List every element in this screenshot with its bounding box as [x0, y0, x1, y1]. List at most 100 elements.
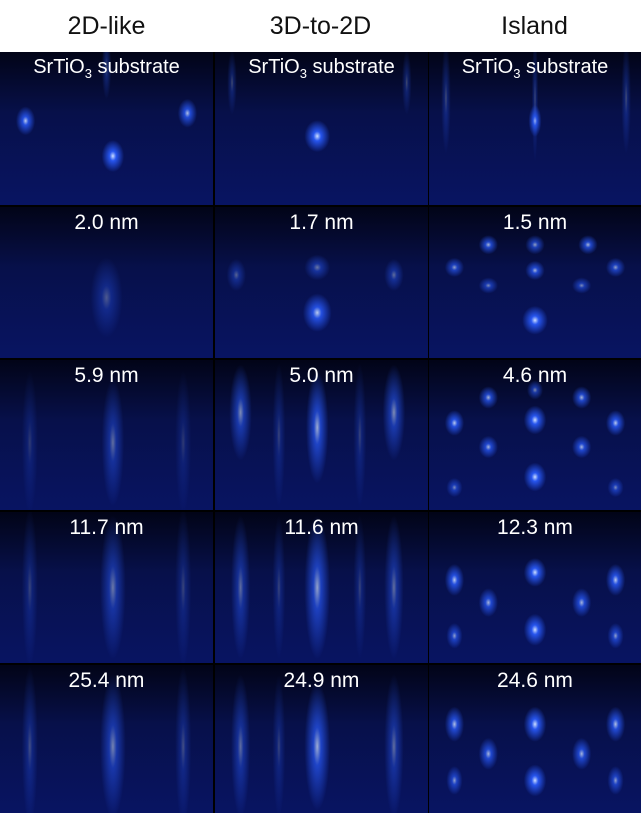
thickness-label: 1.7 nm	[289, 211, 354, 234]
diffraction-spot	[572, 435, 592, 459]
diffraction-spot	[605, 257, 626, 277]
diffraction-pattern	[215, 360, 428, 510]
diffraction-spot	[605, 410, 626, 436]
diffraction-spot	[175, 512, 192, 663]
diffraction-spot	[101, 52, 112, 100]
diffraction-spot	[21, 512, 38, 663]
diffraction-spot	[525, 235, 545, 255]
diffraction-spot	[353, 515, 367, 660]
diffraction-spot	[444, 563, 465, 596]
thickness-label: 5.9 nm	[74, 364, 139, 387]
thickness-label: 11.6 nm	[284, 516, 359, 539]
column-header: 2D-like 3D-to-2D Island	[0, 0, 641, 52]
diffraction-spot	[304, 120, 331, 153]
diffraction-spot	[523, 706, 547, 742]
rheed-panel-r3-c0: 11.7 nm	[0, 512, 213, 663]
rheed-panel-r0-c1: SrTiO3 substrate	[215, 52, 428, 205]
diffraction-spot	[478, 386, 498, 409]
diffraction-pattern	[215, 512, 428, 663]
diffraction-spot	[523, 462, 547, 492]
diffraction-pattern	[429, 360, 641, 510]
diffraction-spot	[525, 260, 545, 281]
diffraction-spot	[523, 764, 547, 797]
diffraction-spot	[304, 682, 331, 811]
diffraction-spot	[101, 140, 125, 173]
diffraction-spot	[90, 257, 123, 338]
diffraction-spot	[531, 52, 539, 162]
diffraction-pattern	[0, 360, 213, 510]
diffraction-spot	[177, 98, 198, 128]
diffraction-spot	[227, 52, 237, 115]
thickness-label: 5.0 nm	[289, 364, 354, 387]
diffraction-spot	[523, 558, 547, 587]
diffraction-spot	[304, 515, 331, 660]
diffraction-spot	[621, 52, 631, 154]
diffraction-spot	[441, 52, 451, 154]
diffraction-spot	[446, 623, 463, 649]
diffraction-spot	[446, 477, 463, 498]
diffraction-spot	[478, 277, 498, 294]
diffraction-spot	[572, 277, 592, 294]
diffraction-spot	[607, 766, 624, 795]
diffraction-spot	[100, 515, 126, 660]
diffraction-spot	[478, 235, 498, 255]
thickness-label: 12.3 nm	[497, 516, 573, 539]
rheed-panel-r1-c0: 2.0 nm	[0, 207, 213, 358]
thickness-label: 11.7 nm	[69, 516, 144, 539]
diffraction-spot	[302, 293, 332, 332]
thickness-label: 24.6 nm	[497, 669, 573, 692]
diffraction-spot	[382, 364, 406, 461]
diffraction-spot	[523, 405, 547, 435]
diffraction-spot	[272, 674, 286, 813]
column-title-2d-like: 2D-like	[67, 12, 146, 40]
thickness-label: 25.4 nm	[68, 669, 145, 692]
rheed-panel-r0-c0: SrTiO3 substrate	[0, 52, 213, 205]
diffraction-spot	[444, 410, 465, 436]
diffraction-spot	[605, 706, 626, 742]
diffraction-spot	[607, 623, 624, 649]
diffraction-pattern	[0, 512, 213, 663]
diffraction-spot	[100, 674, 126, 813]
diffraction-spot	[444, 257, 465, 277]
rheed-panel-r2-c2: 4.6 nm	[429, 360, 641, 510]
diffraction-spot	[175, 666, 192, 813]
diffraction-spot	[306, 371, 329, 484]
diffraction-spot	[478, 435, 498, 459]
rheed-pattern-grid: SrTiO3 substrate SrTiO3 substrate SrTiO3 s…	[0, 52, 641, 813]
diffraction-spot	[444, 706, 465, 742]
diffraction-spot	[229, 364, 252, 461]
diffraction-spot	[226, 258, 246, 291]
thickness-label: 24.9 nm	[283, 669, 360, 692]
thickness-label: 2.0 nm	[74, 211, 139, 234]
rheed-panel-r0-c2: SrTiO3 substrate	[429, 52, 641, 205]
diffraction-spot	[446, 766, 463, 795]
diffraction-spot	[15, 106, 36, 136]
diffraction-pattern	[215, 207, 428, 358]
diffraction-pattern	[429, 52, 641, 205]
rheed-panel-r2-c0: 5.9 nm	[0, 360, 213, 510]
diffraction-spot	[384, 258, 404, 291]
diffraction-pattern	[0, 665, 213, 813]
diffraction-spot	[607, 477, 624, 498]
diffraction-spot	[401, 52, 412, 115]
rheed-panel-r4-c2: 24.6 nm	[429, 665, 641, 813]
rheed-panel-r4-c0: 25.4 nm	[0, 665, 213, 813]
diffraction-spot	[21, 370, 38, 510]
column-title-island: Island	[501, 12, 568, 40]
rheed-panel-r3-c2: 12.3 nm	[429, 512, 641, 663]
diffraction-pattern	[215, 52, 428, 205]
diffraction-spot	[478, 737, 498, 770]
rheed-panel-r4-c1: 24.9 nm	[215, 665, 428, 813]
rheed-panel-r3-c1: 11.6 nm	[215, 512, 428, 663]
diffraction-spot	[527, 380, 543, 400]
diffraction-spot	[572, 588, 592, 617]
diffraction-spot	[272, 363, 286, 507]
diffraction-spot	[21, 666, 38, 813]
diffraction-spot	[353, 363, 367, 507]
diffraction-spot	[578, 235, 598, 255]
substrate-label: SrTiO3 substrate	[461, 56, 609, 81]
rheed-panel-r1-c1: 1.7 nm	[215, 207, 428, 358]
diffraction-pattern	[0, 52, 213, 205]
diffraction-spot	[605, 563, 626, 596]
diffraction-spot	[522, 305, 548, 335]
